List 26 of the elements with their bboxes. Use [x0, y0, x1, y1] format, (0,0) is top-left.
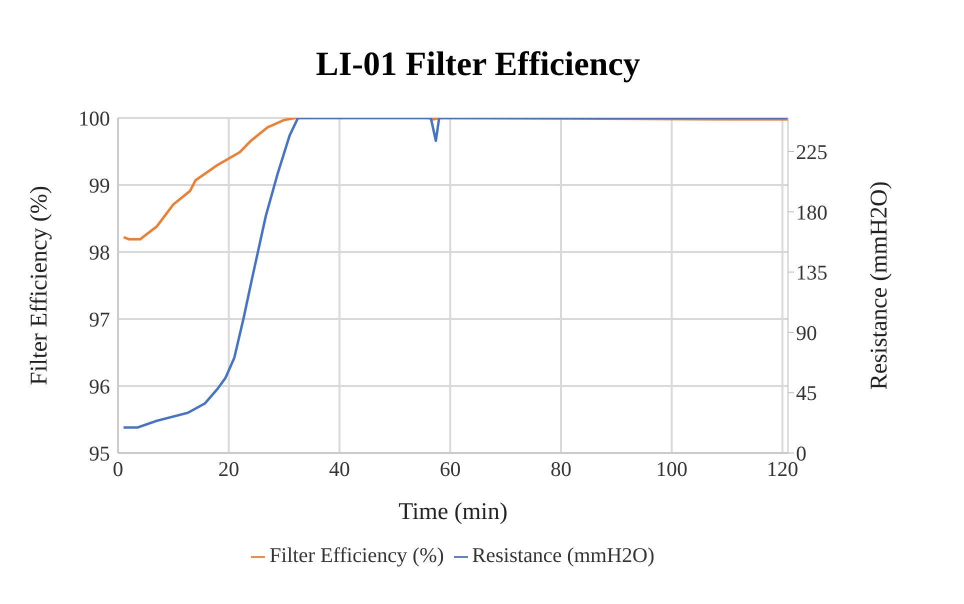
y-tick-label: 100: [78, 106, 110, 130]
y-axis-title: Filter Efficiency (%): [26, 186, 53, 386]
x-tick-label: 120: [766, 456, 798, 481]
y-tick-label: 96: [89, 374, 110, 398]
x-tick-label: 60: [440, 456, 461, 481]
y2-tick-label: 0: [796, 441, 806, 466]
y2-tick-label: 45: [796, 381, 817, 406]
legend-label: Filter Efficiency (%): [269, 543, 444, 567]
y2-tick-label: 135: [796, 260, 828, 285]
y-tick-label: 98: [89, 240, 110, 264]
chart-title: LI-01 Filter Efficiency: [314, 45, 642, 85]
y-tick-label: 97: [89, 307, 110, 332]
y2-axis-title: Resistance (mmH2O): [866, 181, 893, 390]
y2-tick-label: 225: [796, 140, 828, 164]
x-tick-label: 20: [218, 456, 240, 481]
y-tick-label: 95: [89, 441, 110, 466]
y2-tick-label: 90: [796, 320, 817, 345]
x-tick-label: 0: [112, 456, 124, 481]
y-tick-label: 99: [89, 173, 110, 198]
x-tick-label: 80: [550, 456, 572, 481]
x-tick-label: 100: [656, 456, 688, 481]
legend-label: Resistance (mmH2O): [472, 543, 655, 567]
y2-tick-label: 180: [796, 200, 828, 224]
line-series: [122, 118, 788, 429]
x-axis-title: Time (min): [398, 499, 508, 525]
x-tick-label: 40: [328, 456, 350, 481]
